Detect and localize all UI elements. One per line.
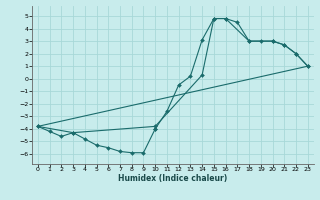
X-axis label: Humidex (Indice chaleur): Humidex (Indice chaleur) <box>118 174 228 183</box>
